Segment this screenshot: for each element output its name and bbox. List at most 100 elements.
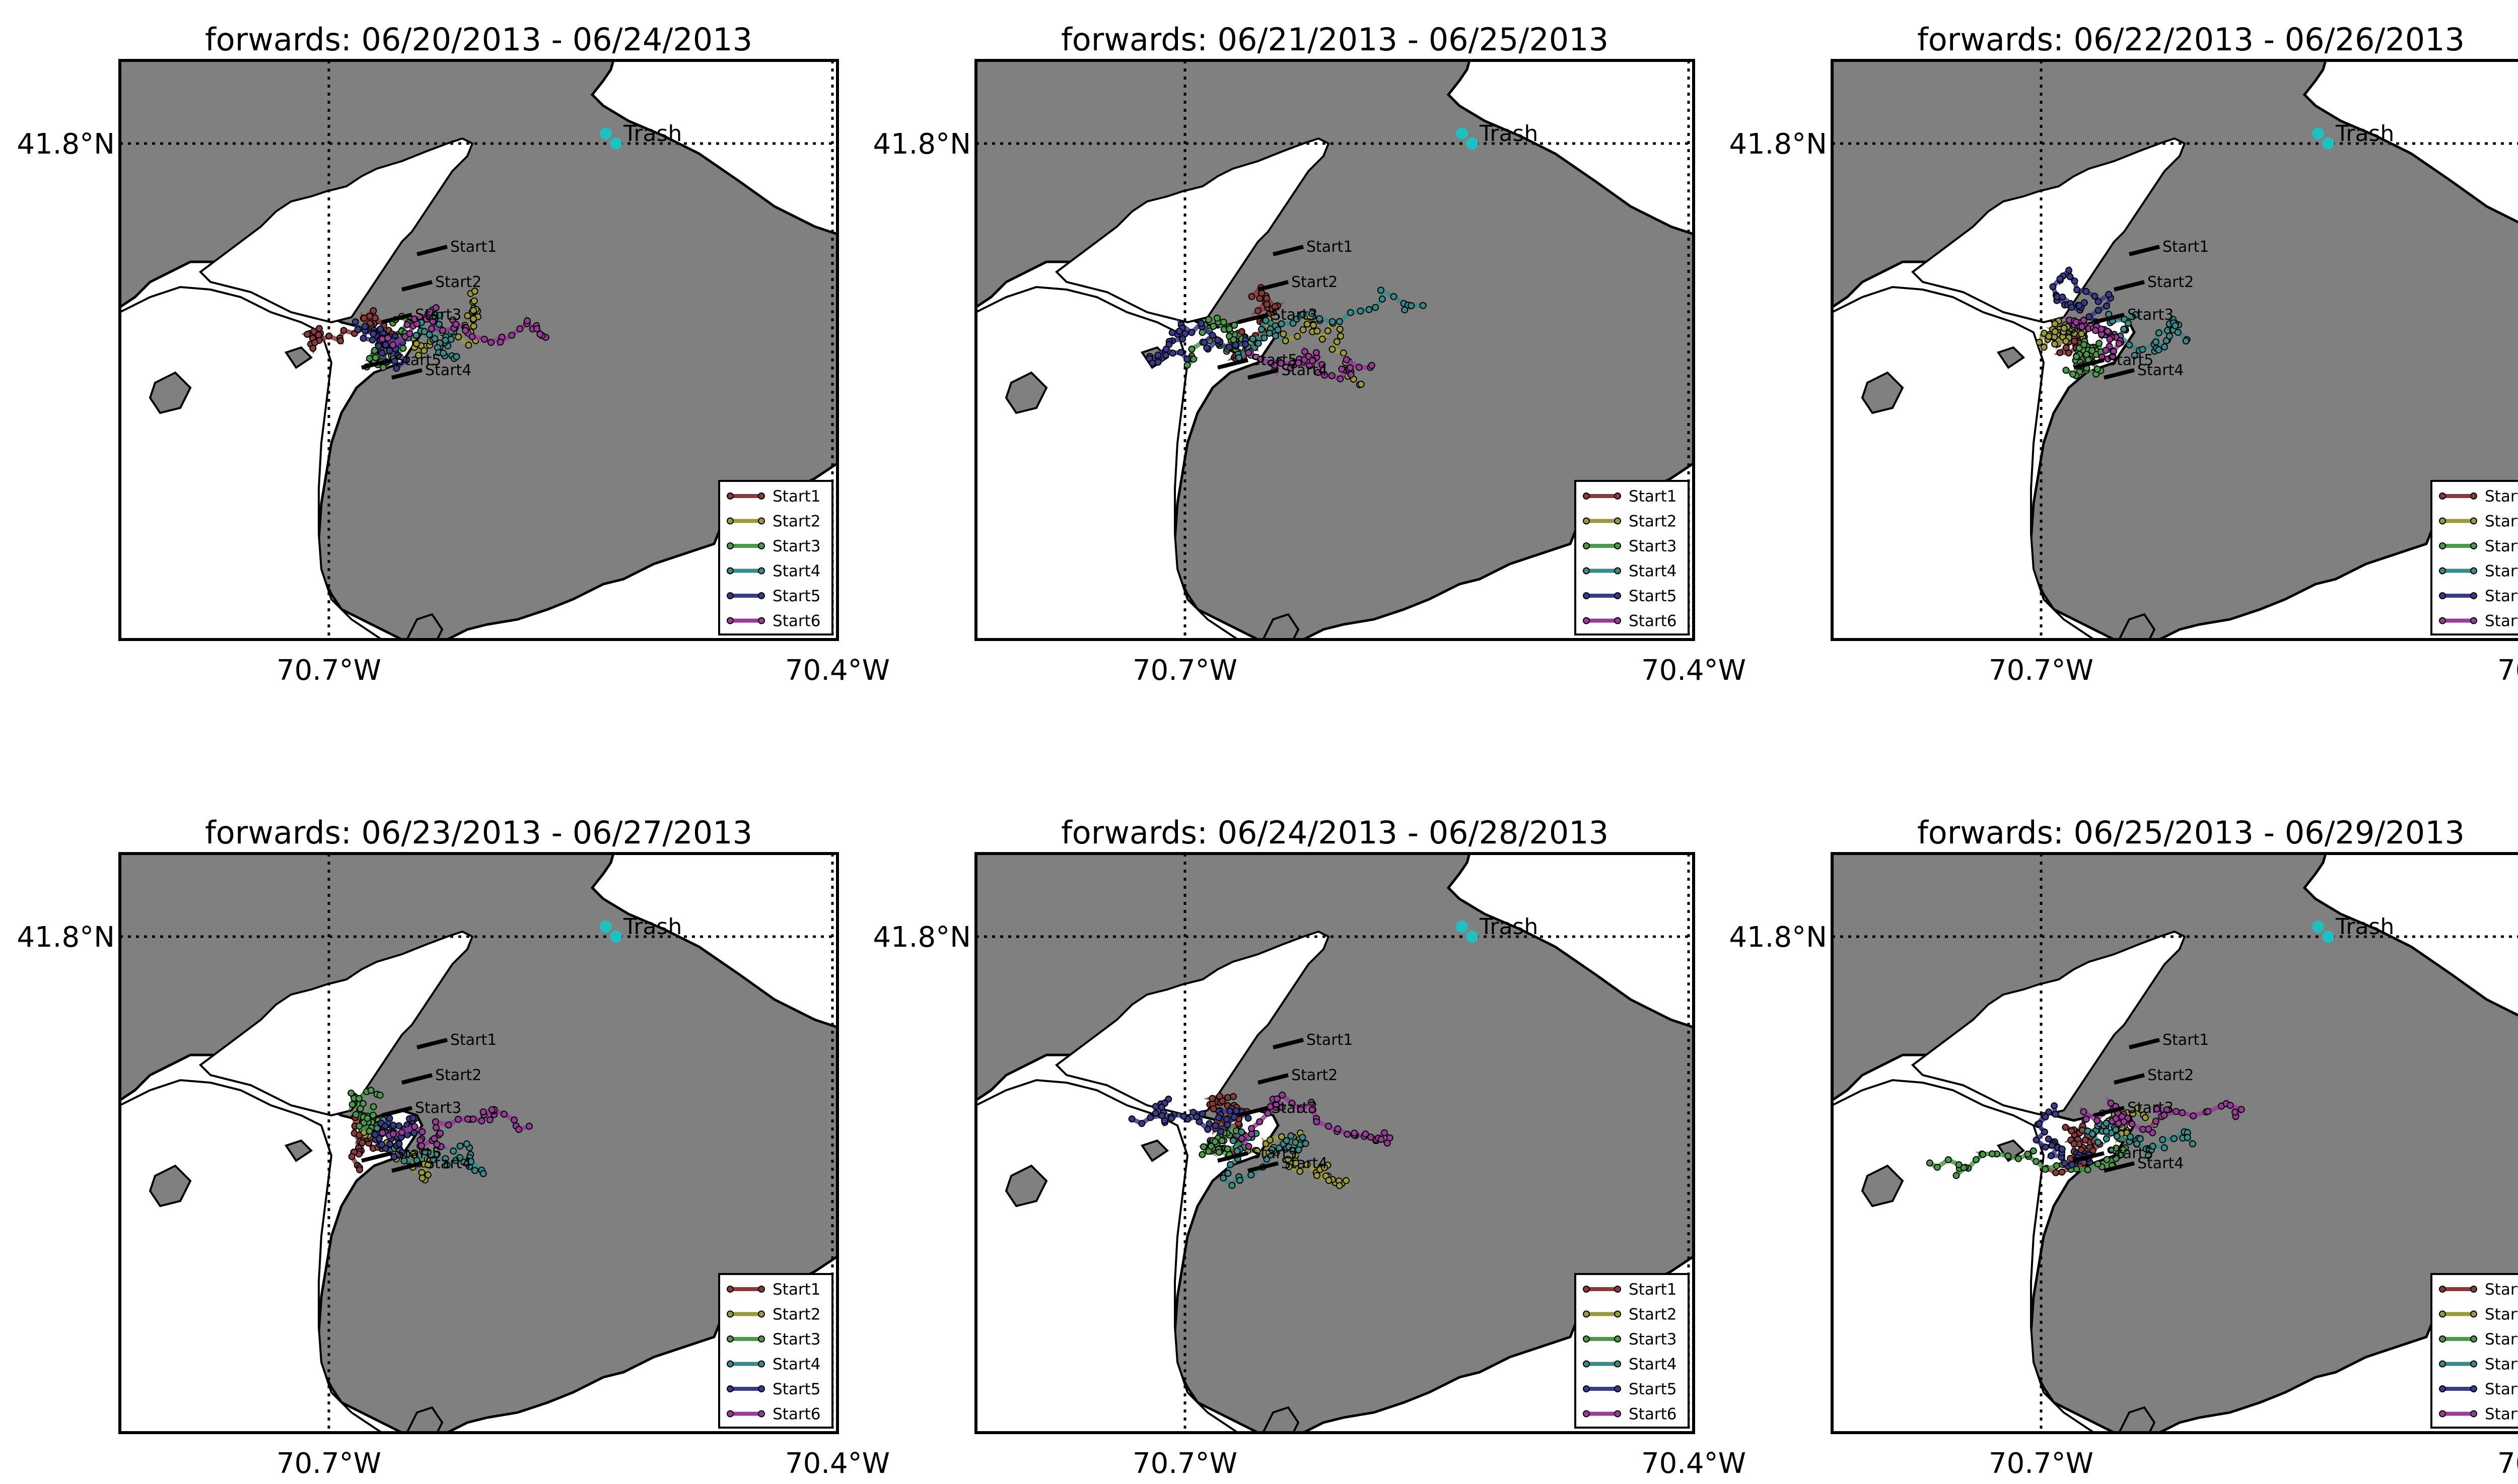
trajectory-point — [378, 1141, 386, 1148]
trajectory-point — [1278, 1104, 1286, 1111]
trajectory-point — [2155, 346, 2162, 354]
harbor-water — [1055, 137, 1330, 324]
start-marker — [1217, 1151, 1248, 1163]
trajectory-point — [1292, 1139, 1299, 1146]
trajectory-point — [2071, 277, 2078, 285]
trash-marker — [2312, 127, 2324, 139]
legend-swatch-point — [1614, 1335, 1621, 1342]
start-label: Start5 — [395, 1145, 441, 1162]
trajectory-point — [2080, 316, 2087, 324]
trajectory-point — [1210, 323, 1217, 330]
trajectory-point — [479, 1108, 487, 1116]
start-marker — [1273, 1038, 1304, 1049]
legend-label: Start2 — [773, 513, 820, 531]
trajectory-point — [432, 1124, 440, 1132]
trajectory-point — [2160, 1111, 2168, 1119]
panel-title: forwards: 06/23/2013 - 06/27/2013 — [205, 814, 752, 851]
bay-water — [1832, 1079, 2096, 1433]
trajectory-point — [2045, 332, 2053, 340]
island — [405, 613, 444, 640]
legend-swatch-point — [2439, 567, 2446, 575]
trajectory-point — [1337, 375, 1344, 383]
legend-swatch-point — [758, 517, 765, 525]
trajectory-point — [2030, 1147, 2037, 1155]
trajectory-point — [2113, 1145, 2120, 1152]
start-label: Start4 — [1281, 362, 1327, 379]
legend-swatch-point — [2439, 492, 2446, 500]
trajectory-point — [2165, 332, 2173, 340]
trajectory-point — [1303, 1161, 1311, 1168]
legend-swatch-point — [758, 492, 765, 500]
trajectory-point — [478, 1117, 485, 1124]
trajectory-point — [421, 328, 428, 335]
trajectory-point — [1308, 1106, 1316, 1113]
legend: Start1 Start2 Start3 Start4 Start5 Start6 — [2430, 1273, 2518, 1429]
legend-swatch-point — [1583, 517, 1590, 525]
island — [1262, 1406, 1300, 1433]
panel-title: forwards: 06/25/2013 - 06/29/2013 — [1917, 814, 2465, 851]
start-marker — [2114, 280, 2145, 292]
trajectory-point — [393, 365, 400, 372]
axes-frame — [1831, 852, 2518, 1434]
trajectory-point — [379, 364, 387, 371]
trajectory-point — [2155, 329, 2162, 337]
trajectory-point — [369, 1111, 377, 1119]
legend-swatch-point — [758, 592, 765, 599]
trajectory-point — [1249, 335, 1256, 342]
trajectory-point — [1296, 1168, 1304, 1175]
trajectory-point — [2132, 311, 2139, 319]
trajectory-point — [1282, 337, 1289, 344]
start-marker — [1257, 280, 1289, 292]
trajectory-point — [1277, 360, 1285, 367]
trajectory-point — [2056, 349, 2064, 357]
trajectory-point — [442, 336, 449, 344]
trajectory-point — [2142, 1114, 2149, 1121]
trash-marker — [610, 137, 622, 150]
start-marker — [2114, 1073, 2145, 1085]
trajectory-point — [1380, 1129, 1388, 1137]
trajectory-point — [409, 1114, 417, 1122]
trash-label: Trash — [2335, 914, 2394, 940]
trajectory-point — [2093, 1117, 2101, 1124]
start-marker — [2104, 368, 2135, 380]
legend-swatch-point — [727, 617, 734, 624]
legend-swatch-point — [2470, 542, 2477, 549]
trajectory-point — [1347, 371, 1355, 378]
trajectory-point — [1285, 1163, 1293, 1170]
trajectory-point — [2129, 1110, 2137, 1117]
trajectory-point — [463, 1140, 470, 1148]
legend-swatch-point — [1614, 617, 1621, 624]
trajectory-point — [2127, 1133, 2134, 1141]
start-label: Start2 — [1291, 1067, 1338, 1084]
trajectory-point — [452, 321, 460, 328]
trajectory-point — [1328, 372, 1336, 380]
trajectory-point — [1972, 1156, 1980, 1163]
legend-box — [718, 480, 833, 635]
trajectory-point — [1138, 1120, 1146, 1127]
trajectory-point — [2105, 291, 2113, 298]
bay-water — [976, 1079, 1240, 1433]
trajectory-point — [1344, 1130, 1351, 1138]
trajectory-point — [412, 340, 420, 347]
trajectory-point — [454, 1115, 462, 1123]
start-label: Start3 — [1271, 306, 1317, 324]
trajectory-point — [2152, 1117, 2159, 1125]
trajectory-point — [421, 347, 428, 355]
legend-label: Start6 — [2485, 612, 2518, 630]
trajectory-point — [2045, 1108, 2053, 1116]
trajectory-point — [1278, 1133, 1285, 1141]
axes-frame — [974, 852, 1695, 1434]
trajectory-point — [431, 1135, 438, 1143]
legend-label: Start2 — [2485, 513, 2518, 531]
trajectory-point — [370, 307, 377, 314]
trajectory-point — [1198, 320, 1205, 327]
trajectory-point — [1368, 362, 1375, 369]
bay-water — [120, 286, 384, 640]
trajectory-point — [2093, 366, 2101, 373]
trajectory-point — [309, 344, 317, 352]
trajectory-point — [310, 328, 318, 335]
legend-label: Start1 — [2485, 487, 2518, 506]
trajectory-point — [355, 1095, 363, 1102]
